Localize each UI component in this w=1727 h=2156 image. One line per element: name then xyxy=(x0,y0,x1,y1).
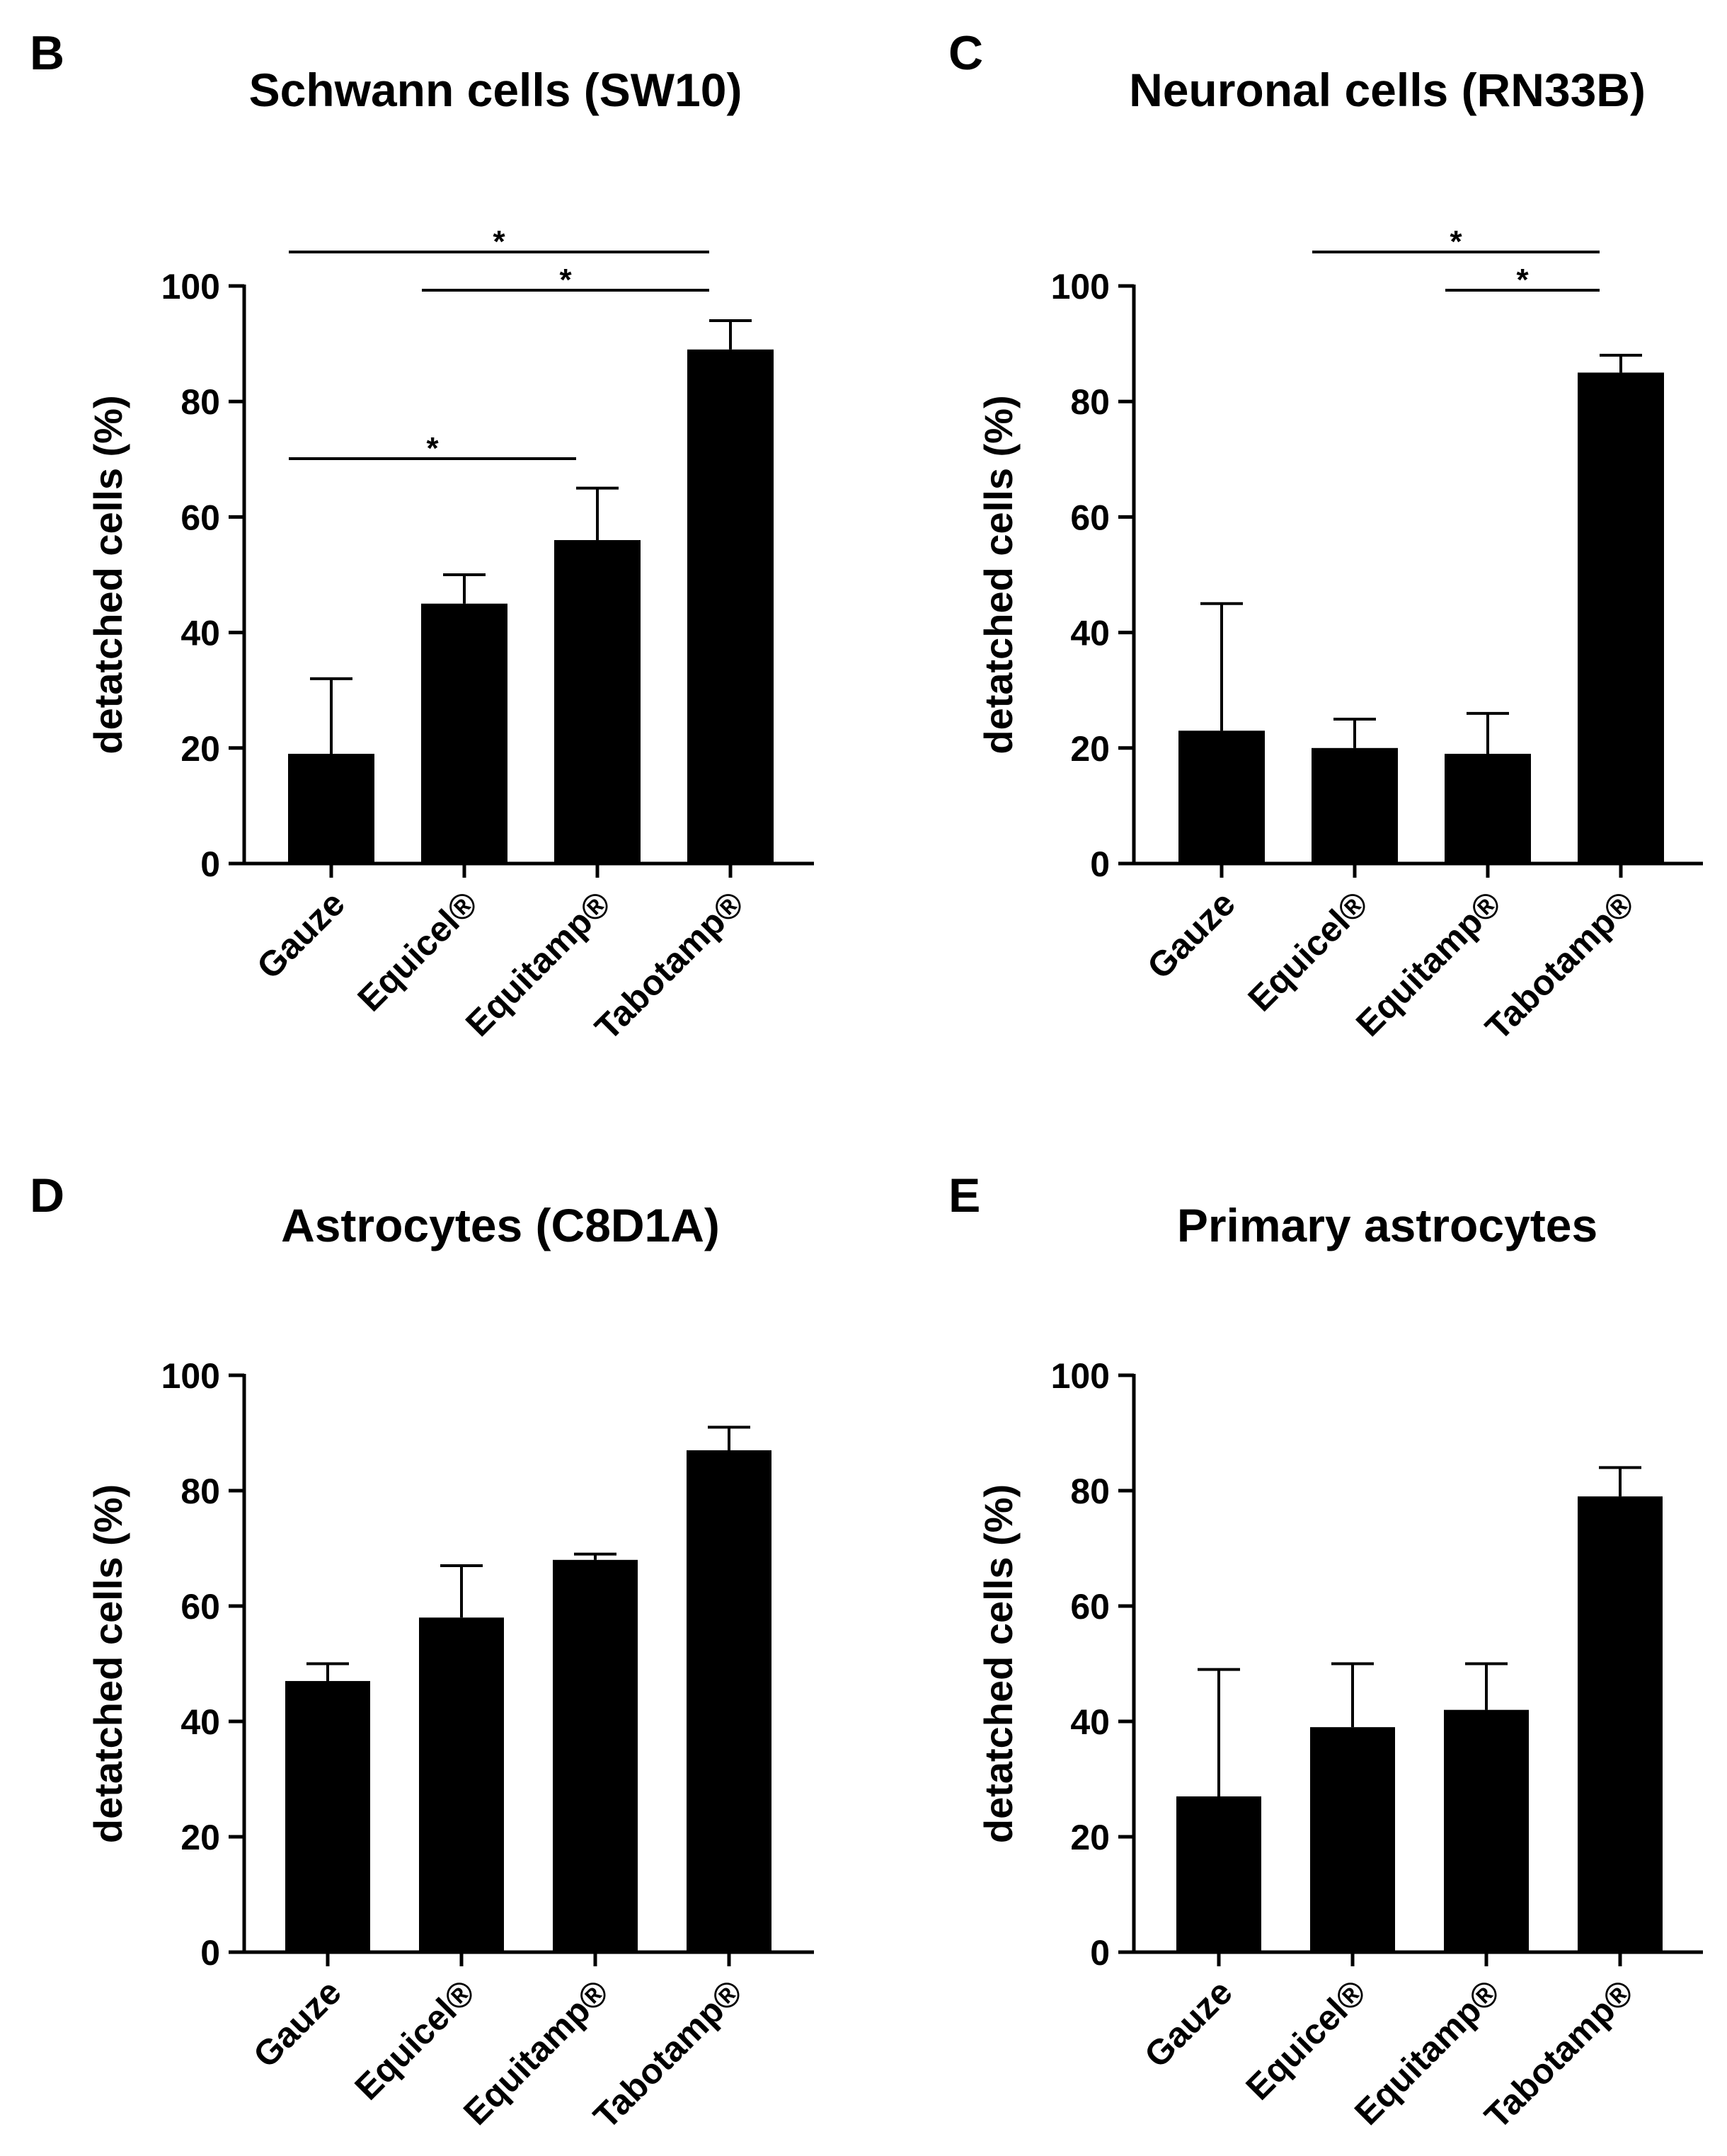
y-tick-label: 20 xyxy=(180,729,220,769)
bar xyxy=(1310,1727,1395,1952)
chart-title: Primary astrocytes xyxy=(1177,1199,1597,1251)
bar xyxy=(553,1559,638,1952)
bar xyxy=(1445,753,1531,864)
bar xyxy=(419,1617,504,1952)
y-tick-label: 40 xyxy=(180,614,220,653)
x-tick-label: Gauze xyxy=(1140,883,1243,987)
significance-label: * xyxy=(426,431,439,466)
bar xyxy=(1176,1796,1261,1952)
bar xyxy=(1444,1709,1529,1952)
bar xyxy=(1178,730,1265,864)
chart-title: Astrocytes (C8D1A) xyxy=(281,1199,720,1251)
y-tick-label: 60 xyxy=(180,1587,220,1627)
x-tick-label: Equicel® xyxy=(350,883,486,1019)
y-tick-label: 20 xyxy=(1070,1818,1110,1857)
bar xyxy=(421,603,507,864)
significance-label: * xyxy=(493,224,505,259)
bar xyxy=(288,753,374,864)
bar xyxy=(1578,372,1664,864)
x-tick-label: Equicel® xyxy=(1238,1972,1374,2108)
y-tick-label: 100 xyxy=(1051,267,1110,306)
y-tick-label: 40 xyxy=(180,1702,220,1742)
chart-panel-b: B Schwann cells (SW10) detatched cells (%)… xyxy=(30,26,814,1048)
x-tick-label: Gauze xyxy=(246,1972,349,2075)
bar xyxy=(554,540,641,864)
panel-letter: C xyxy=(948,26,983,80)
y-axis-label: detatched cells (%) xyxy=(86,1484,130,1843)
y-axis-label: detatched cells (%) xyxy=(976,1484,1021,1843)
y-axis-label: detatched cells (%) xyxy=(976,395,1021,754)
y-tick-label: 80 xyxy=(1070,1472,1110,1511)
bar xyxy=(687,1450,771,1952)
chart-title: Schwann cells (SW10) xyxy=(249,64,742,116)
y-tick-label: 0 xyxy=(200,844,220,884)
significance-label: * xyxy=(1516,263,1529,297)
significance-label: * xyxy=(1450,224,1462,259)
y-tick-label: 40 xyxy=(1070,614,1110,653)
y-axis-label: detatched cells (%) xyxy=(86,395,130,754)
x-tick-label: Equicel® xyxy=(1240,883,1376,1019)
y-tick-label: 0 xyxy=(1090,844,1110,884)
chart-panel-c: C Neuronal cells (RN33B) detatched cells (… xyxy=(948,26,1703,1048)
bar xyxy=(1312,747,1398,864)
y-tick-label: 80 xyxy=(180,1472,220,1511)
bar xyxy=(1578,1496,1663,1952)
panel-letter: B xyxy=(30,26,64,80)
x-tick-label: Gauze xyxy=(249,883,352,987)
y-tick-label: 80 xyxy=(1070,382,1110,422)
x-tick-label: Gauze xyxy=(1137,1972,1240,2075)
y-tick-label: 40 xyxy=(1070,1702,1110,1742)
panel-letter: D xyxy=(30,1169,64,1222)
y-tick-label: 100 xyxy=(161,1356,220,1396)
y-tick-label: 0 xyxy=(200,1933,220,1973)
panel-letter: E xyxy=(948,1169,980,1222)
y-tick-label: 60 xyxy=(180,498,220,537)
chart-panel-e: E Primary astrocytes detatched cells (%) 0 2… xyxy=(948,1169,1703,2136)
y-tick-label: 20 xyxy=(180,1818,220,1857)
significance-label: * xyxy=(559,263,572,297)
y-tick-label: 60 xyxy=(1070,1587,1110,1627)
y-tick-label: 0 xyxy=(1090,1933,1110,1973)
y-tick-label: 80 xyxy=(180,382,220,422)
y-tick-label: 100 xyxy=(161,267,220,306)
y-tick-label: 100 xyxy=(1051,1356,1110,1396)
chart-title: Neuronal cells (RN33B) xyxy=(1129,64,1646,116)
bar xyxy=(285,1680,370,1952)
chart-panel-d: D Astrocytes (C8D1A) detatched cells (%) 0 2… xyxy=(30,1169,814,2136)
x-tick-label: Equicel® xyxy=(347,1972,483,2108)
y-tick-label: 60 xyxy=(1070,498,1110,537)
y-tick-label: 20 xyxy=(1070,729,1110,769)
bar xyxy=(687,349,774,864)
